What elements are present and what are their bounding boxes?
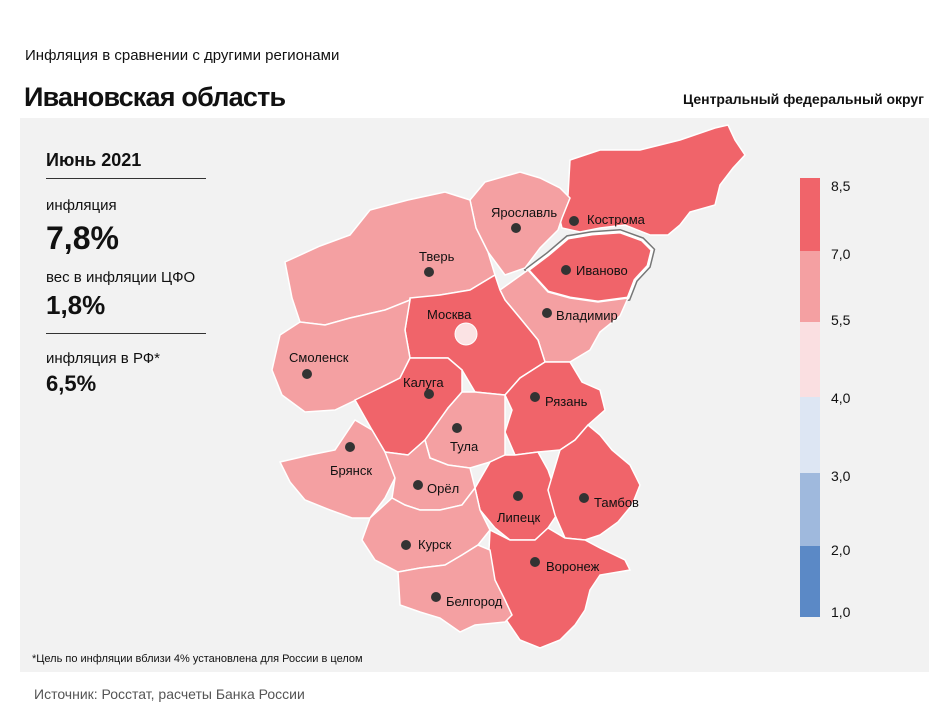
chart-subtitle: Инфляция в сравнении с другими регионами [25,47,340,64]
legend-tick-label: 4,0 [831,390,851,406]
city-marker [511,223,521,233]
city-label: Курск [418,537,452,552]
city-marker [424,267,434,277]
source-note: Источник: Росстат, расчеты Банка России [34,686,305,702]
period-label: Июнь 2021 [46,150,206,179]
stats-block: Июнь 2021 инфляция 7,8% вес в инфляции Ц… [46,150,206,409]
city-marker [530,392,540,402]
city-label: Орёл [427,481,459,496]
city-label: Липецк [497,510,541,525]
city-label: Иваново [576,263,628,278]
city-label: Тверь [419,249,455,264]
city-marker [454,322,478,346]
legend-swatch [800,251,820,322]
city-marker [579,493,589,503]
city-marker [345,442,355,452]
city-label: Брянск [330,463,372,478]
city-label: Тула [450,439,479,454]
legend-swatch [800,546,820,617]
region-Белгород [397,544,513,633]
region-Ярославль [469,171,571,276]
city-label: Тамбов [594,495,639,510]
city-label: Ярославль [491,205,557,220]
rf-inflation-label: инфляция в РФ* [46,350,161,367]
city-marker [401,540,411,550]
legend-swatch [800,397,820,473]
legend-tick-label: 8,5 [831,178,851,194]
legend-tick-label: 7,0 [831,246,851,262]
city-marker [513,491,523,501]
city-marker [452,423,462,433]
page-title: Ивановская область [24,82,286,112]
city-marker [431,592,441,602]
city-marker [561,265,571,275]
legend-swatch [800,473,820,546]
district-label: Центральный федеральный округ [682,91,924,107]
city-label: Воронеж [546,559,600,574]
city-label: Смоленск [289,350,349,365]
legend-swatch [800,178,820,251]
weight-value: 1,8% [46,290,106,320]
city-label: Белгород [446,594,503,609]
rf-inflation-value: 6,5% [46,371,97,396]
region-Тамбов [547,423,641,541]
city-marker [569,216,579,226]
city-marker [302,369,312,379]
city-label: Рязань [545,394,588,409]
legend-tick-label: 2,0 [831,542,851,558]
legend-tick-label: 5,5 [831,312,851,328]
inflation-label: инфляция [46,197,117,214]
city-marker [530,557,540,567]
city-marker [413,480,423,490]
legend-swatch [800,322,820,397]
footnote: *Цель по инфляции вблизи 4% установлена … [32,653,363,665]
city-marker [542,308,552,318]
city-label: Владимир [556,308,618,323]
inflation-value: 7,8% [46,220,119,256]
divider [46,333,206,334]
city-label: Калуга [403,375,444,390]
weight-label: вес в инфляции ЦФО [46,269,196,286]
legend-tick-label: 3,0 [831,468,851,484]
city-marker [424,389,434,399]
legend-tick-label: 1,0 [831,604,851,620]
city-label: Кострома [587,212,646,227]
city-label: Москва [427,307,472,322]
region-Воронеж [487,527,632,649]
region-Кострома [557,124,746,236]
